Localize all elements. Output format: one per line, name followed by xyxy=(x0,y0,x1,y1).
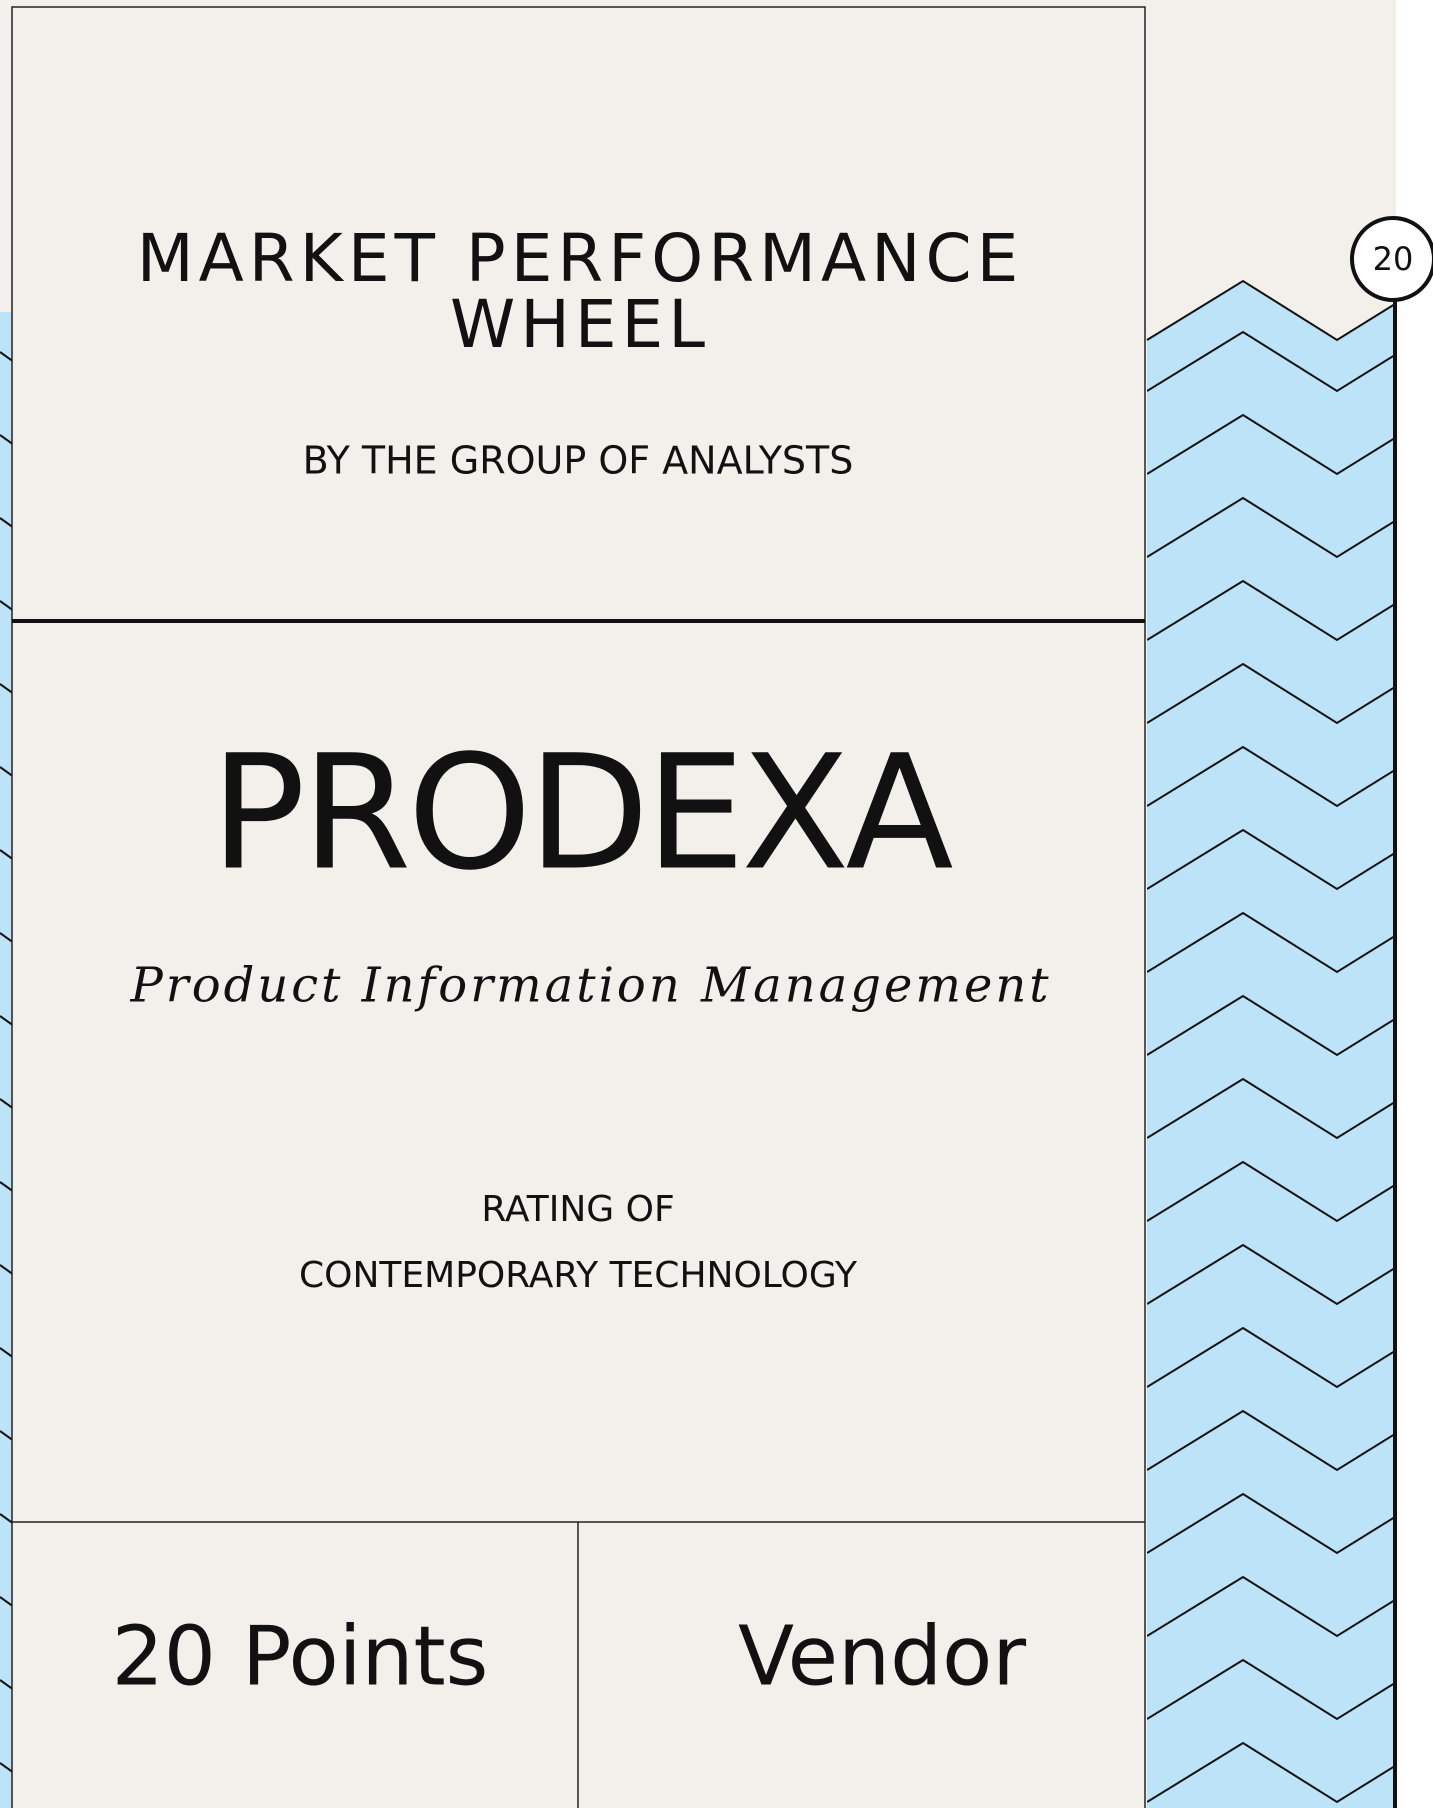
rating: RATING OF xyxy=(481,1189,674,1230)
title: MARKET PERFORMANCE xyxy=(137,220,1024,297)
subtitle: BY THE GROUP OF ANALYSTS xyxy=(303,439,854,483)
card xyxy=(11,6,1146,1808)
points: 20 Points xyxy=(112,1609,489,1704)
badge-circle xyxy=(1350,216,1433,302)
title: WHEEL xyxy=(450,286,710,363)
left-stripe xyxy=(0,312,12,1808)
product-name: PRODEXA xyxy=(210,721,952,905)
badge: 20 xyxy=(1373,240,1414,278)
product-category: Product Information Management xyxy=(129,958,1051,1014)
rating: CONTEMPORARY TECHNOLOGY xyxy=(299,1255,858,1296)
chevron-column xyxy=(1147,281,1395,1808)
role: Vendor xyxy=(738,1609,1026,1704)
chevron-top xyxy=(1146,279,1396,342)
